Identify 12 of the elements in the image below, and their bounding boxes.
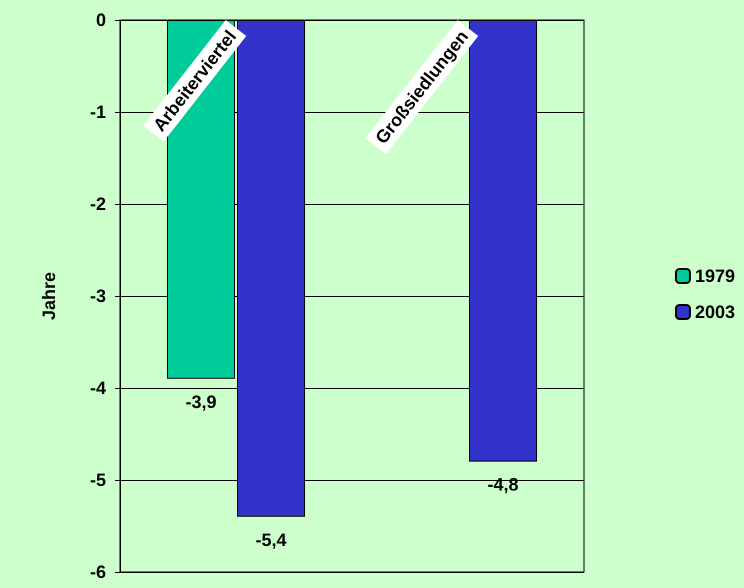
y-axis-title: Jahre bbox=[39, 272, 59, 320]
y-tick-label: -1 bbox=[90, 102, 106, 122]
data-label: -5,4 bbox=[256, 530, 287, 550]
y-tick-label: -2 bbox=[90, 194, 106, 214]
y-tick-label: -6 bbox=[90, 562, 106, 582]
y-tick-label: -4 bbox=[90, 378, 106, 398]
legend-label: 1979 bbox=[694, 266, 736, 286]
y-tick-label: -5 bbox=[90, 470, 106, 490]
y-tick-label: 0 bbox=[96, 10, 106, 30]
data-label: -3,9 bbox=[185, 392, 216, 412]
legend-label: 2003 bbox=[694, 302, 736, 322]
y-tick-label: -3 bbox=[90, 286, 106, 306]
